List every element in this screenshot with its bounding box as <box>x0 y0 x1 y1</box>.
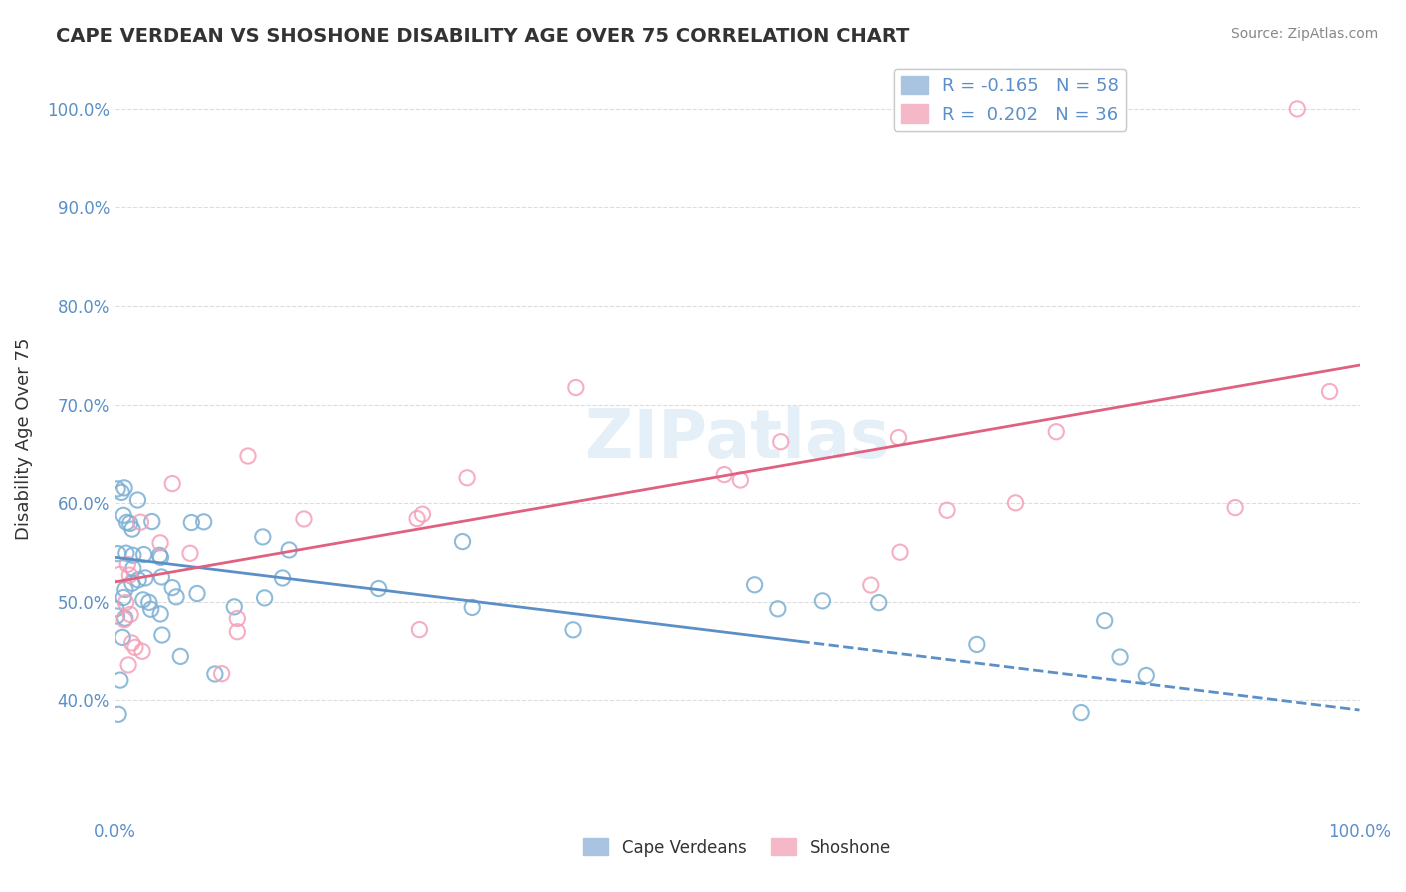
Point <box>179 546 201 560</box>
Point <box>271 571 294 585</box>
Point <box>121 576 143 591</box>
Point <box>121 522 143 536</box>
Point <box>562 623 585 637</box>
Point <box>112 591 135 605</box>
Point <box>1070 706 1092 720</box>
Point <box>121 561 143 575</box>
Point <box>117 558 139 572</box>
Point <box>186 586 208 600</box>
Point <box>461 600 484 615</box>
Point <box>253 591 276 605</box>
Point <box>278 543 301 558</box>
Point <box>112 481 135 495</box>
Point <box>149 536 172 550</box>
Point <box>859 578 882 592</box>
Point <box>1223 500 1246 515</box>
Point <box>169 649 191 664</box>
Point <box>150 628 173 642</box>
Point <box>112 613 135 627</box>
Point <box>139 602 162 616</box>
Text: Source: ZipAtlas.com: Source: ZipAtlas.com <box>1230 27 1378 41</box>
Point <box>1109 650 1132 665</box>
Point <box>966 637 988 651</box>
Point <box>165 590 187 604</box>
Point <box>114 596 136 610</box>
Point <box>236 449 259 463</box>
Point <box>121 636 143 650</box>
Point <box>193 515 215 529</box>
Point <box>367 582 389 596</box>
Point <box>131 644 153 658</box>
Point <box>111 631 134 645</box>
Point <box>226 624 249 639</box>
Point <box>889 545 911 559</box>
Legend: R = -0.165   N = 58, R =  0.202   N = 36: R = -0.165 N = 58, R = 0.202 N = 36 <box>894 69 1126 131</box>
Point <box>160 581 183 595</box>
Point <box>114 582 136 597</box>
Point <box>105 609 128 624</box>
Point <box>115 546 138 560</box>
Point <box>1094 614 1116 628</box>
Point <box>112 508 135 523</box>
Point <box>129 515 152 529</box>
Point <box>107 547 129 561</box>
Point <box>104 602 127 616</box>
Point <box>766 602 789 616</box>
Point <box>180 516 202 530</box>
Point <box>141 515 163 529</box>
Point <box>252 530 274 544</box>
Point <box>127 573 149 587</box>
Point <box>150 570 173 584</box>
Point <box>148 549 170 563</box>
Point <box>936 503 959 517</box>
Point <box>118 568 141 582</box>
Point <box>868 596 890 610</box>
Text: ZIPatlas: ZIPatlas <box>585 406 890 472</box>
Point <box>887 431 910 445</box>
Point <box>451 534 474 549</box>
Point <box>226 611 249 625</box>
Point <box>408 623 430 637</box>
Point <box>115 516 138 530</box>
Point <box>565 380 588 394</box>
Point <box>149 550 172 565</box>
Y-axis label: Disability Age Over 75: Disability Age Over 75 <box>15 338 32 541</box>
Point <box>121 548 143 562</box>
Point <box>138 595 160 609</box>
Point <box>124 640 146 655</box>
Point <box>744 578 766 592</box>
Point <box>713 467 735 482</box>
Point <box>730 473 752 487</box>
Point <box>134 571 156 585</box>
Point <box>1286 102 1309 116</box>
Point <box>292 512 315 526</box>
Point <box>1004 496 1026 510</box>
Point <box>110 485 132 500</box>
Point <box>406 511 429 525</box>
Point <box>108 673 131 687</box>
Point <box>132 548 155 562</box>
Point <box>211 666 233 681</box>
Point <box>204 667 226 681</box>
Point <box>117 657 139 672</box>
Point <box>108 567 131 582</box>
Point <box>120 607 142 622</box>
Point <box>107 707 129 722</box>
Point <box>105 482 128 496</box>
Point <box>149 607 172 621</box>
Point <box>160 476 183 491</box>
Point <box>118 516 141 531</box>
Point <box>1319 384 1341 399</box>
Point <box>411 507 433 521</box>
Point <box>456 471 478 485</box>
Point <box>1045 425 1067 439</box>
Point <box>132 592 155 607</box>
Point <box>811 594 834 608</box>
Point <box>769 434 792 449</box>
Point <box>224 599 246 614</box>
Text: CAPE VERDEAN VS SHOSHONE DISABILITY AGE OVER 75 CORRELATION CHART: CAPE VERDEAN VS SHOSHONE DISABILITY AGE … <box>56 27 910 45</box>
Point <box>127 493 149 508</box>
Point <box>114 611 136 625</box>
Point <box>1135 668 1157 682</box>
